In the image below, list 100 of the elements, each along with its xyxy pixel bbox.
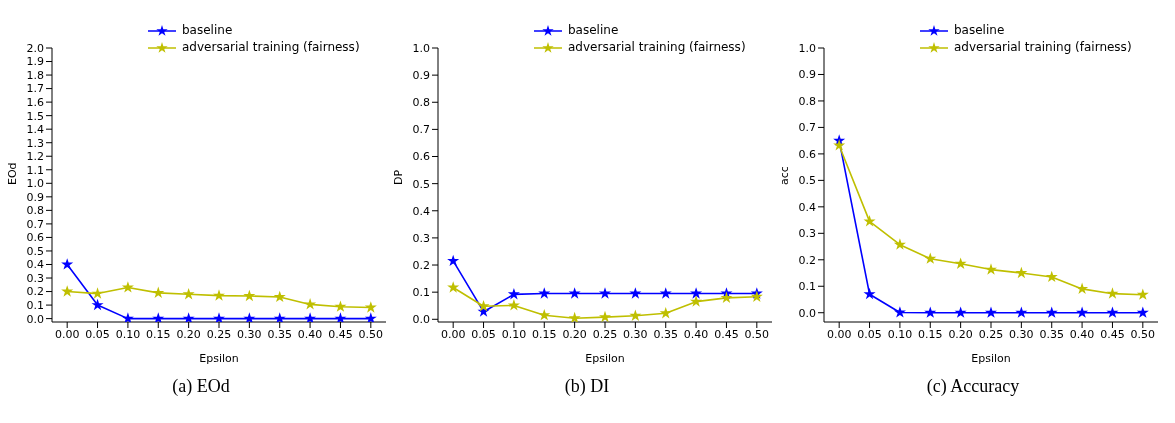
point xyxy=(659,306,672,319)
text: (c) Accuracy xyxy=(925,376,1021,397)
x-tick-label: 0.25 xyxy=(978,327,1004,341)
y-tick-label: 0.0 xyxy=(26,312,44,326)
y-tick-label: 0.9 xyxy=(798,68,816,82)
x-tick-label: 0.25 xyxy=(592,327,618,341)
y-tick-label: 0.6 xyxy=(798,147,816,161)
point xyxy=(924,306,937,318)
point xyxy=(507,299,520,311)
point xyxy=(1106,306,1119,318)
point xyxy=(1015,306,1028,318)
x-tick-label: 0.00 xyxy=(826,327,852,341)
point xyxy=(507,288,520,300)
y-tick-label: 0.9 xyxy=(412,69,430,83)
y-tick-label: 2.0 xyxy=(26,41,44,55)
x-tick-label: 0.50 xyxy=(744,327,770,341)
x-axis-title: Epsilon xyxy=(199,352,239,365)
point xyxy=(833,139,846,151)
x-tick-label: 0.50 xyxy=(358,327,384,341)
point xyxy=(1136,306,1149,318)
x-tick-label: 0.50 xyxy=(1130,327,1156,341)
x-tick-label: 0.05 xyxy=(857,327,882,341)
y-tick-label: 0.5 xyxy=(26,244,44,258)
x-tick-label: 0.40 xyxy=(297,327,323,341)
y-tick-label: 1.0 xyxy=(26,177,44,191)
x-tick-label: 0.15 xyxy=(146,327,171,341)
y-tick-label: 0.0 xyxy=(412,313,430,327)
legend-label: adversarial training (fairness) xyxy=(182,39,360,56)
y-tick-label: 0.8 xyxy=(798,94,816,108)
point xyxy=(598,310,612,322)
x-tick-label: 0.30 xyxy=(1009,327,1034,341)
point xyxy=(690,295,703,307)
y-tick-label: 0.5 xyxy=(798,174,816,188)
x-tick-label: 0.25 xyxy=(206,327,232,341)
x-tick-label: 0.05 xyxy=(85,327,110,341)
point xyxy=(1136,288,1149,300)
y-tick-label: 0.4 xyxy=(798,200,816,214)
point xyxy=(1076,282,1089,295)
point xyxy=(1045,270,1058,283)
y-tick-label: 0.2 xyxy=(412,258,430,272)
y-tick-label: 1.2 xyxy=(26,150,44,164)
point xyxy=(1015,266,1028,279)
y-tick-label: 0.7 xyxy=(798,121,816,135)
y-tick-label: 0.7 xyxy=(26,217,44,231)
point xyxy=(720,291,733,303)
y-tick-label: 1.1 xyxy=(26,163,44,177)
legend-label: adversarial training (fairness) xyxy=(568,39,746,56)
legend-label: adversarial training (fairness) xyxy=(954,39,1132,56)
x-tick-label: 0.45 xyxy=(328,327,353,341)
y-tick-label: 0.6 xyxy=(412,150,430,164)
x-tick-label: 0.35 xyxy=(267,327,292,341)
point xyxy=(1045,306,1058,318)
y-tick-label: 0.8 xyxy=(26,204,44,218)
y-tick-label: 1.6 xyxy=(26,96,44,110)
y-tick-label: 0.4 xyxy=(412,204,430,218)
y-axis-title: DP xyxy=(391,169,405,185)
x-tick-label: 0.20 xyxy=(948,327,973,341)
point xyxy=(477,299,490,312)
point xyxy=(447,254,460,267)
x-tick-label: 0.20 xyxy=(562,327,587,341)
y-tick-label: 1.3 xyxy=(26,136,44,150)
y-tick-label: 0.1 xyxy=(412,286,430,300)
y-tick-label: 0.1 xyxy=(798,280,816,294)
x-tick-label: 0.30 xyxy=(237,327,262,341)
y-axis-title: EOd xyxy=(5,162,19,185)
point xyxy=(893,306,906,318)
x-tick-label: 0.00 xyxy=(440,327,466,341)
point xyxy=(1076,306,1089,318)
point xyxy=(447,281,460,293)
x-tick-label: 0.45 xyxy=(1100,327,1125,341)
x-tick-label: 0.05 xyxy=(471,327,496,341)
x-tick-label: 0.10 xyxy=(887,327,913,341)
point xyxy=(629,309,642,321)
y-tick-label: 0.3 xyxy=(26,271,44,285)
legend-label: baseline xyxy=(568,22,619,39)
y-axis-title: acc xyxy=(777,166,791,185)
y-tick-label: 0.3 xyxy=(798,227,816,241)
y-tick-label: 0.7 xyxy=(412,123,430,137)
x-tick-label: 0.00 xyxy=(54,327,80,341)
y-tick-label: 1.4 xyxy=(26,123,44,137)
y-tick-label: 0.0 xyxy=(798,306,816,320)
point xyxy=(954,257,967,269)
y-tick-label: 1.5 xyxy=(26,109,44,123)
x-tick-label: 0.45 xyxy=(714,327,739,341)
point xyxy=(863,215,876,227)
y-tick-label: 0.1 xyxy=(26,298,44,312)
y-tick-label: 0.8 xyxy=(412,96,430,110)
x-tick-label: 0.10 xyxy=(501,327,527,341)
y-tick-label: 0.3 xyxy=(412,231,430,245)
x-tick-label: 0.15 xyxy=(532,327,557,341)
legend-label: baseline xyxy=(182,22,233,39)
y-tick-label: 0.6 xyxy=(26,231,44,245)
point xyxy=(1106,287,1119,299)
point xyxy=(568,311,581,322)
x-tick-label: 0.30 xyxy=(623,327,648,341)
x-tick-label: 0.35 xyxy=(1039,327,1064,341)
x-axis-title: Epsilon xyxy=(585,352,625,365)
y-tick-label: 0.5 xyxy=(412,177,430,191)
text: (a) EOd xyxy=(171,376,231,397)
y-tick-label: 1.0 xyxy=(798,41,816,55)
